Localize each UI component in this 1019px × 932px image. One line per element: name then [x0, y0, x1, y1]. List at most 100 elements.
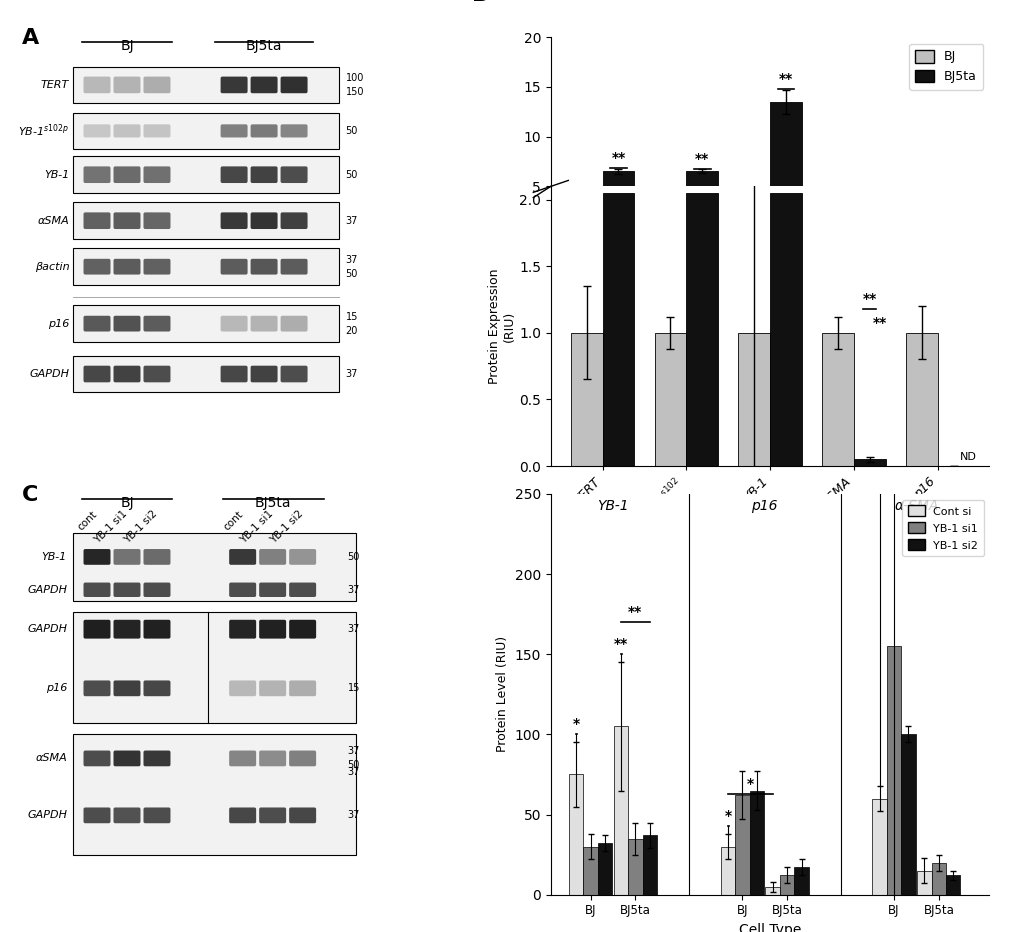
Bar	[571, 333, 602, 466]
Bar	[686, 193, 717, 466]
Text: **: **	[779, 72, 793, 86]
Text: YB-1 si1: YB-1 si1	[237, 509, 274, 545]
Bar	[602, 193, 634, 466]
FancyBboxPatch shape	[144, 365, 170, 382]
Bar	[628, 839, 642, 895]
Text: C: C	[22, 485, 39, 504]
FancyBboxPatch shape	[220, 316, 248, 332]
FancyBboxPatch shape	[229, 582, 256, 597]
Text: GAPDH: GAPDH	[30, 369, 69, 379]
Bar	[886, 646, 901, 895]
FancyBboxPatch shape	[280, 259, 308, 275]
Bar	[73, 734, 356, 855]
FancyBboxPatch shape	[259, 620, 286, 638]
FancyBboxPatch shape	[144, 259, 170, 275]
Bar	[764, 886, 780, 895]
Bar	[769, 193, 801, 466]
Text: cont: cont	[75, 509, 99, 532]
FancyBboxPatch shape	[251, 259, 277, 275]
FancyBboxPatch shape	[113, 316, 141, 332]
Bar	[794, 868, 808, 895]
Text: 37: 37	[347, 810, 360, 820]
FancyBboxPatch shape	[84, 549, 110, 565]
Text: 50: 50	[345, 268, 358, 279]
Y-axis label: Protein Level (RIU): Protein Level (RIU)	[495, 637, 508, 752]
FancyBboxPatch shape	[288, 807, 316, 823]
Text: p16: p16	[46, 683, 67, 693]
FancyBboxPatch shape	[113, 620, 141, 638]
FancyBboxPatch shape	[113, 259, 141, 275]
FancyBboxPatch shape	[84, 365, 110, 382]
FancyBboxPatch shape	[220, 259, 248, 275]
FancyBboxPatch shape	[229, 549, 256, 565]
FancyBboxPatch shape	[251, 316, 277, 332]
Text: **: **	[613, 637, 628, 651]
FancyBboxPatch shape	[229, 620, 256, 638]
Text: 37: 37	[345, 369, 358, 379]
Bar	[73, 356, 338, 392]
Bar	[654, 333, 686, 466]
FancyBboxPatch shape	[251, 124, 277, 138]
Text: BJ5ta: BJ5ta	[254, 496, 290, 510]
Bar	[738, 333, 769, 466]
Bar	[821, 333, 853, 466]
FancyBboxPatch shape	[113, 212, 141, 229]
FancyBboxPatch shape	[144, 620, 170, 638]
Text: YB-1 si1: YB-1 si1	[92, 509, 129, 545]
Bar	[73, 66, 338, 103]
Bar	[73, 113, 338, 149]
Text: **: **	[610, 151, 625, 165]
Text: αSMA: αSMA	[36, 753, 67, 763]
Text: 50: 50	[347, 552, 360, 562]
FancyBboxPatch shape	[113, 167, 141, 183]
FancyBboxPatch shape	[84, 582, 110, 597]
Text: **: **	[872, 317, 887, 331]
FancyBboxPatch shape	[84, 212, 110, 229]
FancyBboxPatch shape	[220, 212, 248, 229]
Y-axis label: Protein Expression
(RIU): Protein Expression (RIU)	[488, 268, 516, 384]
FancyBboxPatch shape	[259, 750, 286, 766]
Bar	[780, 875, 794, 895]
FancyBboxPatch shape	[259, 807, 286, 823]
FancyBboxPatch shape	[144, 212, 170, 229]
FancyBboxPatch shape	[144, 316, 170, 332]
Text: B: B	[472, 0, 488, 5]
Text: p16: p16	[48, 319, 69, 329]
FancyBboxPatch shape	[251, 76, 277, 93]
Text: cont: cont	[221, 509, 245, 532]
FancyBboxPatch shape	[84, 680, 110, 696]
FancyBboxPatch shape	[288, 549, 316, 565]
Bar	[871, 799, 886, 895]
FancyBboxPatch shape	[113, 582, 141, 597]
FancyBboxPatch shape	[84, 807, 110, 823]
FancyBboxPatch shape	[280, 76, 308, 93]
FancyBboxPatch shape	[84, 124, 110, 138]
FancyBboxPatch shape	[229, 750, 256, 766]
X-axis label: Cell Type: Cell Type	[738, 923, 801, 932]
Text: BJ: BJ	[120, 496, 133, 510]
Text: βactin: βactin	[35, 262, 69, 272]
Text: BJ: BJ	[120, 39, 133, 53]
FancyBboxPatch shape	[280, 124, 308, 138]
FancyBboxPatch shape	[84, 259, 110, 275]
Bar	[930, 863, 945, 895]
Text: GAPDH: GAPDH	[26, 810, 67, 820]
Bar	[597, 843, 611, 895]
Bar	[916, 870, 930, 895]
FancyBboxPatch shape	[251, 212, 277, 229]
FancyBboxPatch shape	[144, 807, 170, 823]
Bar	[642, 835, 656, 895]
Text: **: **	[862, 293, 876, 307]
Bar	[749, 790, 763, 895]
Bar	[735, 795, 749, 895]
FancyBboxPatch shape	[113, 124, 141, 138]
Text: 37: 37	[347, 624, 360, 634]
FancyBboxPatch shape	[220, 365, 248, 382]
Text: 37: 37	[347, 766, 360, 776]
FancyBboxPatch shape	[220, 124, 248, 138]
Text: YB-1: YB-1	[44, 170, 69, 180]
FancyBboxPatch shape	[144, 680, 170, 696]
Text: ND: ND	[959, 452, 975, 462]
Text: 50: 50	[345, 170, 358, 180]
FancyBboxPatch shape	[113, 750, 141, 766]
